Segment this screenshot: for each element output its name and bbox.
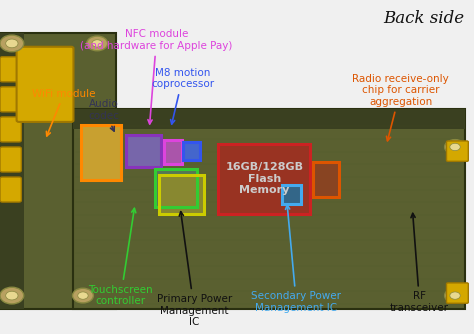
Bar: [81, 125, 121, 180]
Circle shape: [6, 39, 18, 48]
Text: Radio receive-only
chip for carrier
aggregation: Radio receive-only chip for carrier aggr…: [352, 73, 449, 141]
Text: Secondary Power
Management IC: Secondary Power Management IC: [251, 205, 341, 313]
Bar: [313, 162, 339, 197]
Text: Primary Power
Management
IC: Primary Power Management IC: [157, 212, 232, 327]
Bar: [73, 109, 465, 129]
FancyBboxPatch shape: [0, 87, 21, 112]
Circle shape: [92, 40, 102, 47]
FancyBboxPatch shape: [447, 283, 468, 303]
FancyBboxPatch shape: [0, 177, 21, 202]
Bar: [282, 185, 301, 204]
Bar: [282, 185, 301, 204]
Circle shape: [445, 140, 465, 154]
Bar: [0, 33, 24, 309]
Text: Touchscreen
controller: Touchscreen controller: [89, 208, 153, 306]
Bar: [81, 125, 121, 180]
Bar: [155, 169, 197, 207]
Circle shape: [87, 36, 108, 51]
Bar: [126, 135, 161, 167]
Circle shape: [78, 292, 88, 299]
Bar: [164, 140, 182, 164]
Bar: [183, 142, 200, 160]
Circle shape: [0, 287, 24, 304]
Bar: [73, 109, 465, 309]
Bar: [159, 175, 204, 214]
FancyBboxPatch shape: [17, 47, 73, 122]
Bar: [183, 142, 200, 160]
Bar: [313, 162, 339, 197]
Circle shape: [450, 143, 460, 151]
FancyBboxPatch shape: [0, 147, 21, 172]
Circle shape: [6, 291, 18, 300]
Text: Audio
codec: Audio codec: [89, 100, 120, 131]
Text: RF
transceiver: RF transceiver: [390, 213, 449, 313]
Circle shape: [445, 288, 465, 303]
Bar: [155, 169, 197, 207]
FancyBboxPatch shape: [0, 57, 21, 82]
Bar: [218, 144, 310, 214]
FancyBboxPatch shape: [447, 141, 468, 161]
Bar: [218, 144, 310, 214]
Circle shape: [450, 292, 460, 299]
FancyBboxPatch shape: [0, 117, 21, 142]
Bar: [126, 135, 161, 167]
Circle shape: [73, 288, 93, 303]
Text: 16GB/128GB
Flash
Memory: 16GB/128GB Flash Memory: [226, 162, 303, 195]
Bar: [159, 175, 204, 214]
Text: NFC module
(and hardware for Apple Pay): NFC module (and hardware for Apple Pay): [80, 29, 233, 124]
Bar: [164, 140, 182, 164]
Bar: [0, 33, 116, 309]
Text: M8 motion
coprocessor: M8 motion coprocessor: [151, 68, 214, 124]
Circle shape: [0, 35, 24, 52]
Text: Back side: Back side: [383, 10, 465, 27]
Text: WiFi module: WiFi module: [32, 89, 96, 136]
